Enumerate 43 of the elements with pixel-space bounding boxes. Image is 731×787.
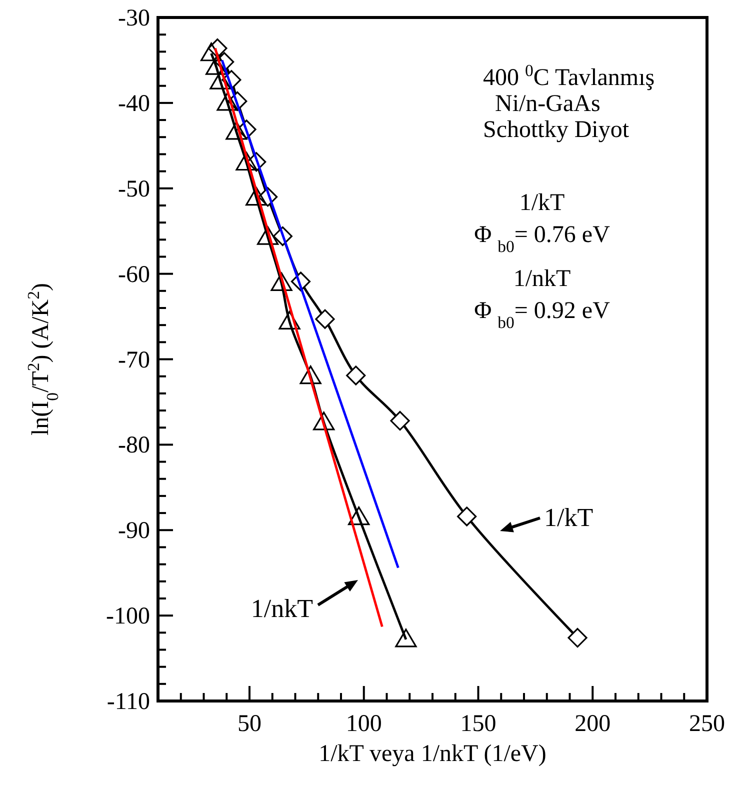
annotation: Φ $_{b0}$= 0.92 eV xyxy=(474,298,611,332)
y-tick-label: -90 xyxy=(118,518,150,544)
annotation: Schottky Diyot xyxy=(483,117,630,143)
point xyxy=(278,310,300,330)
y-tick-label: -70 xyxy=(118,347,150,374)
annotation: Ni/n-GaAs xyxy=(495,91,600,117)
point xyxy=(457,506,477,526)
point xyxy=(300,366,322,384)
point xyxy=(346,366,366,386)
point xyxy=(568,628,588,648)
point xyxy=(270,272,292,292)
point xyxy=(246,186,268,206)
y-tick-label: -60 xyxy=(118,262,150,288)
point xyxy=(313,412,335,430)
y-tick-label: -40 xyxy=(118,90,150,117)
annotation: 1/nkT xyxy=(250,594,314,623)
annotation: 1/kT xyxy=(519,190,566,216)
x-tick-label: 200 xyxy=(574,711,611,737)
y-tick-label: -50 xyxy=(118,176,150,202)
annotation: 1/kT xyxy=(544,503,594,532)
point xyxy=(200,42,222,62)
annotation: 400 $^{0}$C Tavlanmış xyxy=(483,60,655,91)
annotation: Φ $_{b0}$= 0.76 eV xyxy=(474,222,611,256)
point xyxy=(257,226,279,245)
point xyxy=(206,56,228,75)
point xyxy=(348,506,370,526)
point xyxy=(226,121,248,140)
point xyxy=(390,410,410,431)
x-axis-title: 1/kT veya 1/nkT (1/eV) xyxy=(318,741,546,767)
point xyxy=(395,628,417,648)
annotation: 1/nkT xyxy=(513,266,572,292)
point xyxy=(216,92,238,111)
x-tick-label: 50 xyxy=(238,711,262,737)
x-tick-label: 150 xyxy=(460,711,496,737)
y-tick-label: -100 xyxy=(106,604,150,630)
point xyxy=(315,309,335,329)
point xyxy=(236,152,258,171)
y-tick-label: -80 xyxy=(118,432,150,459)
y-tick-label: -110 xyxy=(106,689,150,715)
x-tick-label: 250 xyxy=(689,711,725,737)
point xyxy=(210,70,232,90)
y-tick-label: -30 xyxy=(118,6,150,32)
x-tick-label: 100 xyxy=(346,711,382,737)
